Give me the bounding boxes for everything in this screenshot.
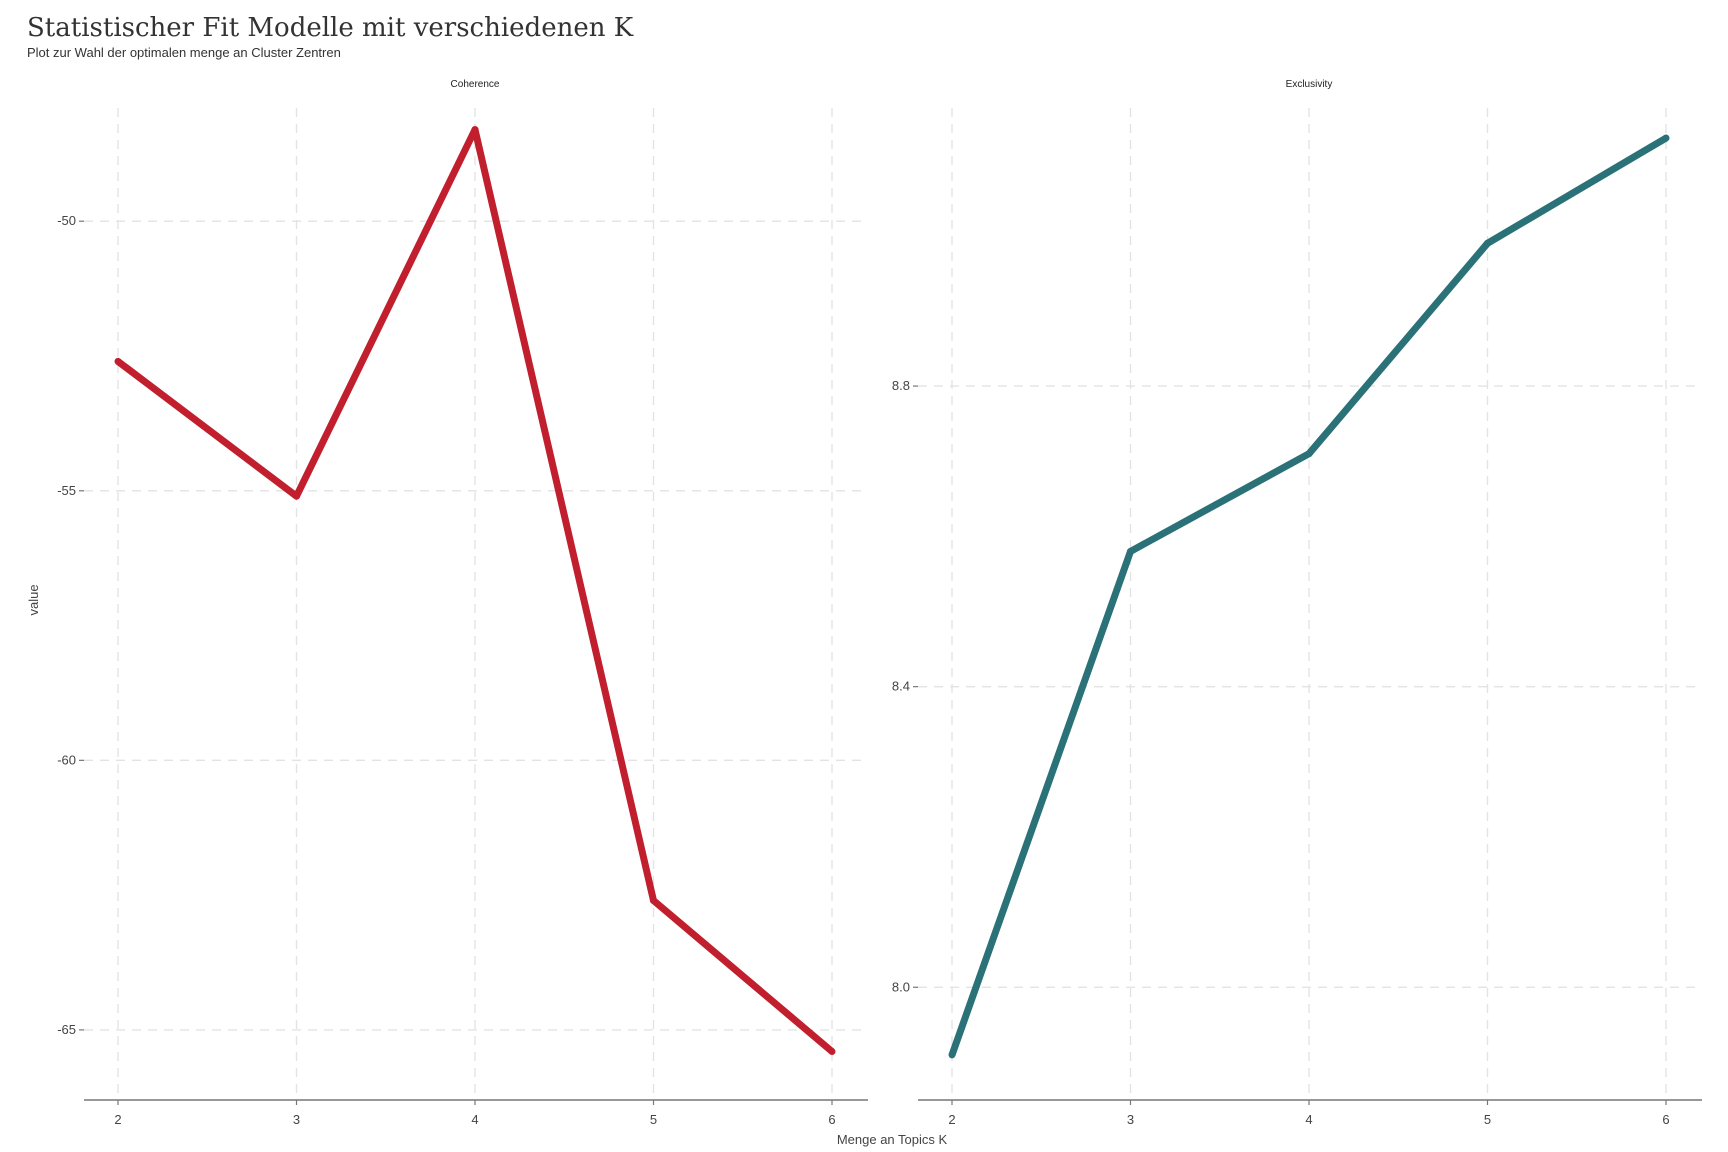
exclusivity-data-point [1484, 239, 1491, 247]
x-axis-title: Menge an Topics K [837, 1132, 948, 1147]
exclusivity-y-tick-label: 8.0 [892, 979, 910, 994]
coherence-data-point [293, 492, 300, 500]
exclusivity-x-tick-label: 3 [1127, 1112, 1134, 1127]
coherence-data-point [828, 1047, 836, 1055]
exclusivity-x-tick-label: 6 [1662, 1112, 1669, 1127]
exclusivity-x-tick-label: 2 [948, 1112, 955, 1127]
coherence-data-point [650, 897, 657, 905]
chart-title: Statistischer Fit Modelle mit verschiede… [27, 13, 634, 43]
coherence-data-point [114, 357, 122, 365]
coherence-y-tick-label: -65 [57, 1022, 76, 1037]
exclusivity-x-tick-label: 4 [1305, 1112, 1312, 1127]
exclusivity-data-point [1305, 450, 1313, 458]
facet-label-exclusivity: Exclusivity [1286, 79, 1333, 90]
coherence-x-tick-label: 4 [471, 1112, 478, 1127]
coherence-y-tick-label: -60 [57, 752, 76, 767]
exclusivity-data-point [948, 1051, 956, 1059]
exclusivity-y-tick-label: 8.4 [892, 679, 910, 694]
coherence-y-tick-label: -50 [57, 213, 76, 228]
coherence-x-tick-label: 3 [293, 1112, 300, 1127]
coherence-data-point [471, 126, 479, 134]
exclusivity-data-point [1662, 134, 1670, 142]
coherence-x-tick-label: 6 [828, 1112, 835, 1127]
coherence-x-tick-label: 5 [650, 1112, 657, 1127]
facet-label-coherence: Coherence [451, 79, 500, 90]
exclusivity-x-tick-label: 5 [1484, 1112, 1491, 1127]
chart-subtitle: Plot zur Wahl der optimalen menge an Clu… [27, 45, 341, 60]
exclusivity-y-tick-label: 8.8 [892, 378, 910, 393]
exclusivity-data-point [1127, 547, 1134, 555]
coherence-y-tick-label: -55 [57, 483, 76, 498]
y-axis-title: value [26, 584, 41, 615]
coherence-x-tick-label: 2 [114, 1112, 121, 1127]
